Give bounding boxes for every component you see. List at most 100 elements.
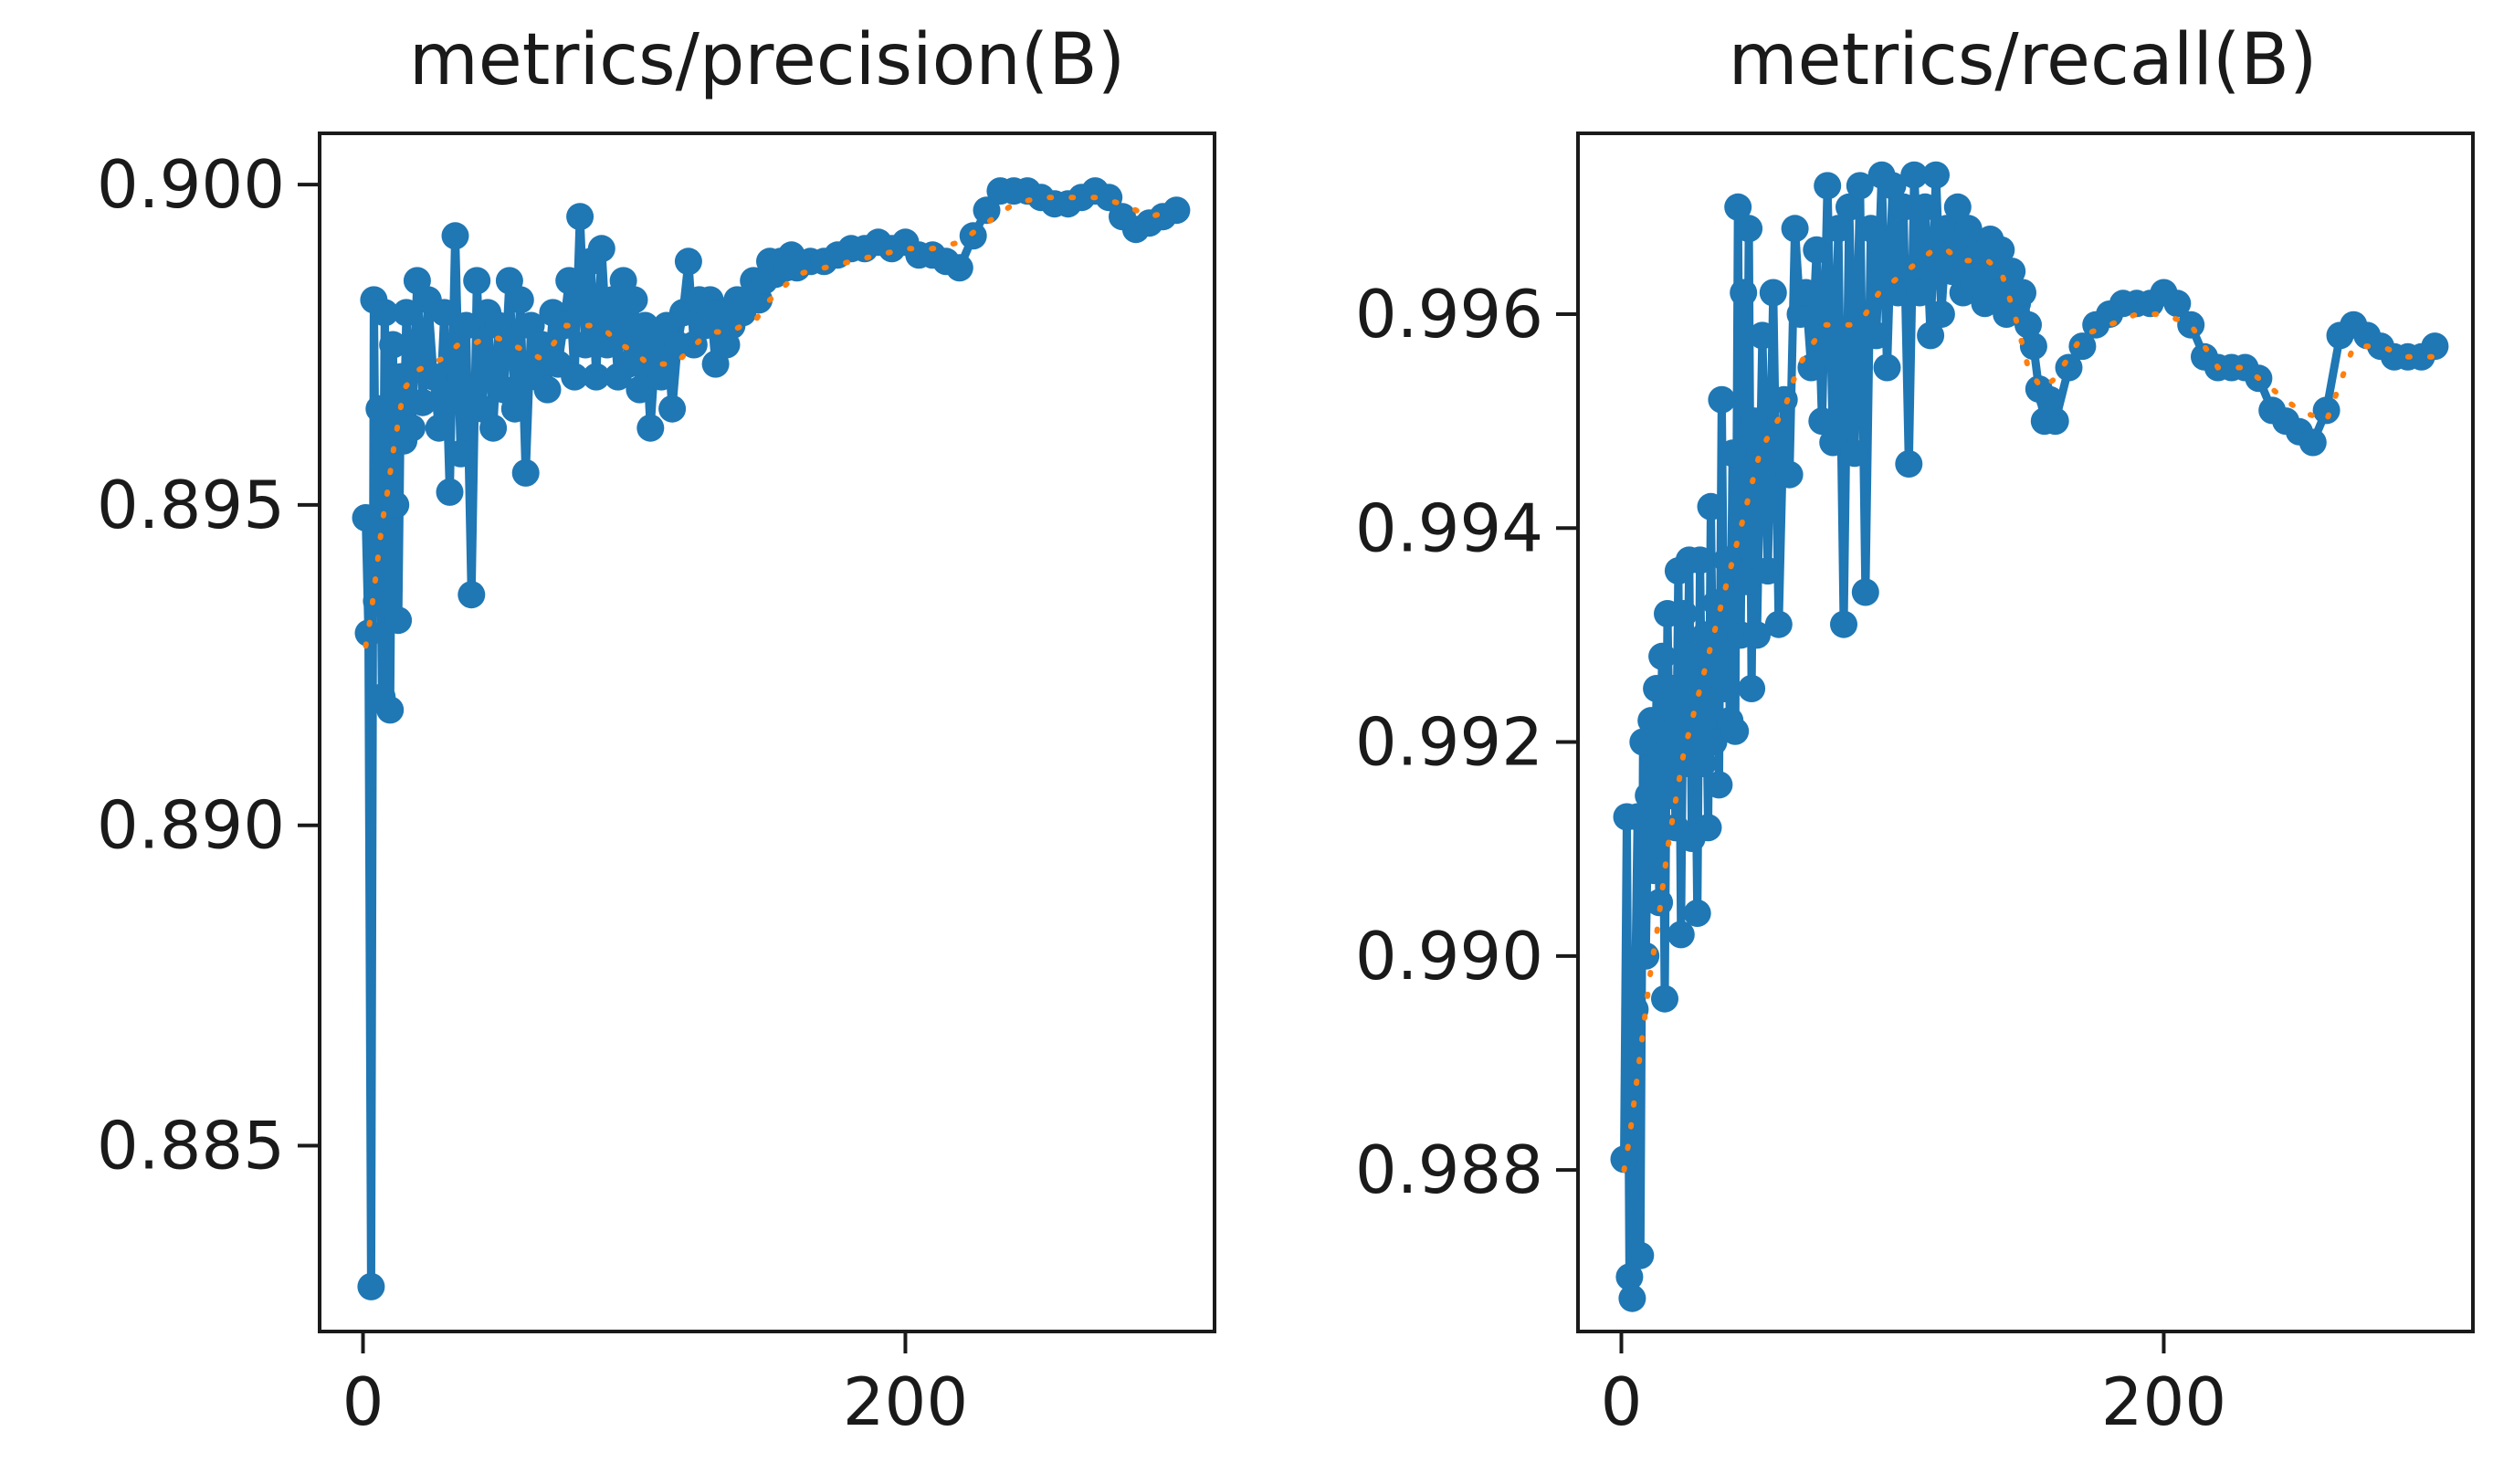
data-point xyxy=(1830,610,1857,638)
data-point xyxy=(1732,567,1761,595)
axes-frame xyxy=(318,132,1216,1333)
data-point xyxy=(1781,215,1809,243)
data-point xyxy=(615,350,643,378)
data-point xyxy=(511,458,540,487)
data-point xyxy=(1775,460,1804,489)
data-point xyxy=(441,222,469,250)
data-point xyxy=(1943,193,1972,221)
data-point xyxy=(1836,193,1863,221)
data-point xyxy=(408,388,437,416)
data-point xyxy=(1721,717,1750,745)
data-point xyxy=(620,286,648,314)
data-point xyxy=(1764,610,1793,638)
data-point xyxy=(1786,300,1815,328)
data-point xyxy=(384,606,413,635)
data-point xyxy=(973,196,1001,225)
chart-title: metrics/precision(B) xyxy=(409,19,1125,101)
data-point xyxy=(1705,771,1733,799)
data-point xyxy=(1637,707,1666,735)
data-point xyxy=(1724,193,1752,221)
data-point xyxy=(572,331,599,359)
data-point xyxy=(1615,1263,1644,1291)
data-point xyxy=(1680,642,1709,670)
data-point xyxy=(1610,1145,1638,1174)
data-point xyxy=(636,414,665,442)
data-point xyxy=(447,439,475,468)
axis-ticks: 0.885 0.890 0.895 0.900 0 200 xyxy=(97,146,968,1440)
data-point xyxy=(430,299,458,327)
data-point xyxy=(2041,407,2069,436)
plot-area xyxy=(1610,161,2449,1312)
data-point xyxy=(555,267,584,295)
data-point xyxy=(1862,321,1890,350)
y-tick-label: 0.890 xyxy=(97,787,285,864)
data-point xyxy=(2019,332,2047,361)
series-raw xyxy=(1610,161,2449,1312)
y-tick-label: 0.992 xyxy=(1355,704,1543,781)
data-point xyxy=(1922,161,1950,189)
data-point xyxy=(626,375,654,404)
data-point xyxy=(1618,1284,1646,1312)
data-point xyxy=(2035,385,2064,414)
data-point xyxy=(1960,268,1988,296)
x-tick-label: 200 xyxy=(843,1363,968,1440)
data-point xyxy=(1735,215,1763,243)
plot-area xyxy=(352,177,1191,1300)
data-point xyxy=(1710,675,1739,702)
data-point xyxy=(1743,621,1771,649)
data-point xyxy=(1851,578,1879,606)
data-point xyxy=(1911,193,1940,221)
data-point xyxy=(1759,279,1787,307)
data-point xyxy=(1640,857,1668,885)
data-point xyxy=(1803,236,1831,264)
data-point xyxy=(1708,385,1736,414)
data-point xyxy=(1748,321,1776,350)
axis-ticks: 0.988 0.990 0.992 0.994 0.996 0 200 xyxy=(1355,276,2226,1440)
data-point xyxy=(419,363,447,391)
data-point xyxy=(1699,728,1728,756)
data-point xyxy=(1889,193,1918,221)
data-point xyxy=(1719,439,1747,468)
data-point xyxy=(1741,407,1768,436)
series-line xyxy=(362,186,1179,1291)
subplot-precision: metrics/precision(B) 0.885 0.890 0.895 0.90… xyxy=(97,19,1216,1440)
data-point xyxy=(376,696,405,724)
data-point xyxy=(674,247,702,276)
data-point xyxy=(1624,803,1652,831)
data-point xyxy=(379,331,407,359)
data-point xyxy=(1669,600,1698,627)
data-point xyxy=(658,395,687,423)
data-point xyxy=(479,414,508,442)
data-point xyxy=(1657,782,1684,810)
data-point xyxy=(452,311,480,340)
data-point xyxy=(1683,900,1711,927)
data-point xyxy=(1738,675,1766,702)
y-tick-label: 0.994 xyxy=(1355,489,1543,566)
y-tick-label: 0.885 xyxy=(97,1108,285,1184)
chart-title: metrics/recall(B) xyxy=(1729,19,2318,101)
data-point xyxy=(2068,332,2097,361)
data-point xyxy=(1770,385,1798,414)
data-point xyxy=(587,235,615,263)
data-point xyxy=(566,203,594,231)
data-point xyxy=(365,395,394,423)
y-tick-label: 0.988 xyxy=(1355,1131,1543,1208)
data-point xyxy=(1927,300,1955,328)
data-point xyxy=(1987,236,2015,264)
y-tick-label: 0.900 xyxy=(97,146,285,223)
data-point xyxy=(1694,814,1722,842)
data-point xyxy=(352,504,380,532)
data-point xyxy=(2163,289,2192,318)
data-point xyxy=(593,331,621,359)
data-point xyxy=(1873,353,1901,382)
data-point xyxy=(1932,215,1961,243)
data-point xyxy=(1629,728,1657,756)
data-point xyxy=(1753,557,1782,585)
data-point xyxy=(1819,428,1847,457)
data-point xyxy=(1825,215,1853,243)
data-point xyxy=(425,414,453,442)
data-point xyxy=(1688,750,1717,777)
data-point xyxy=(398,414,426,442)
data-point xyxy=(1938,258,1966,286)
data-point xyxy=(1713,546,1741,574)
